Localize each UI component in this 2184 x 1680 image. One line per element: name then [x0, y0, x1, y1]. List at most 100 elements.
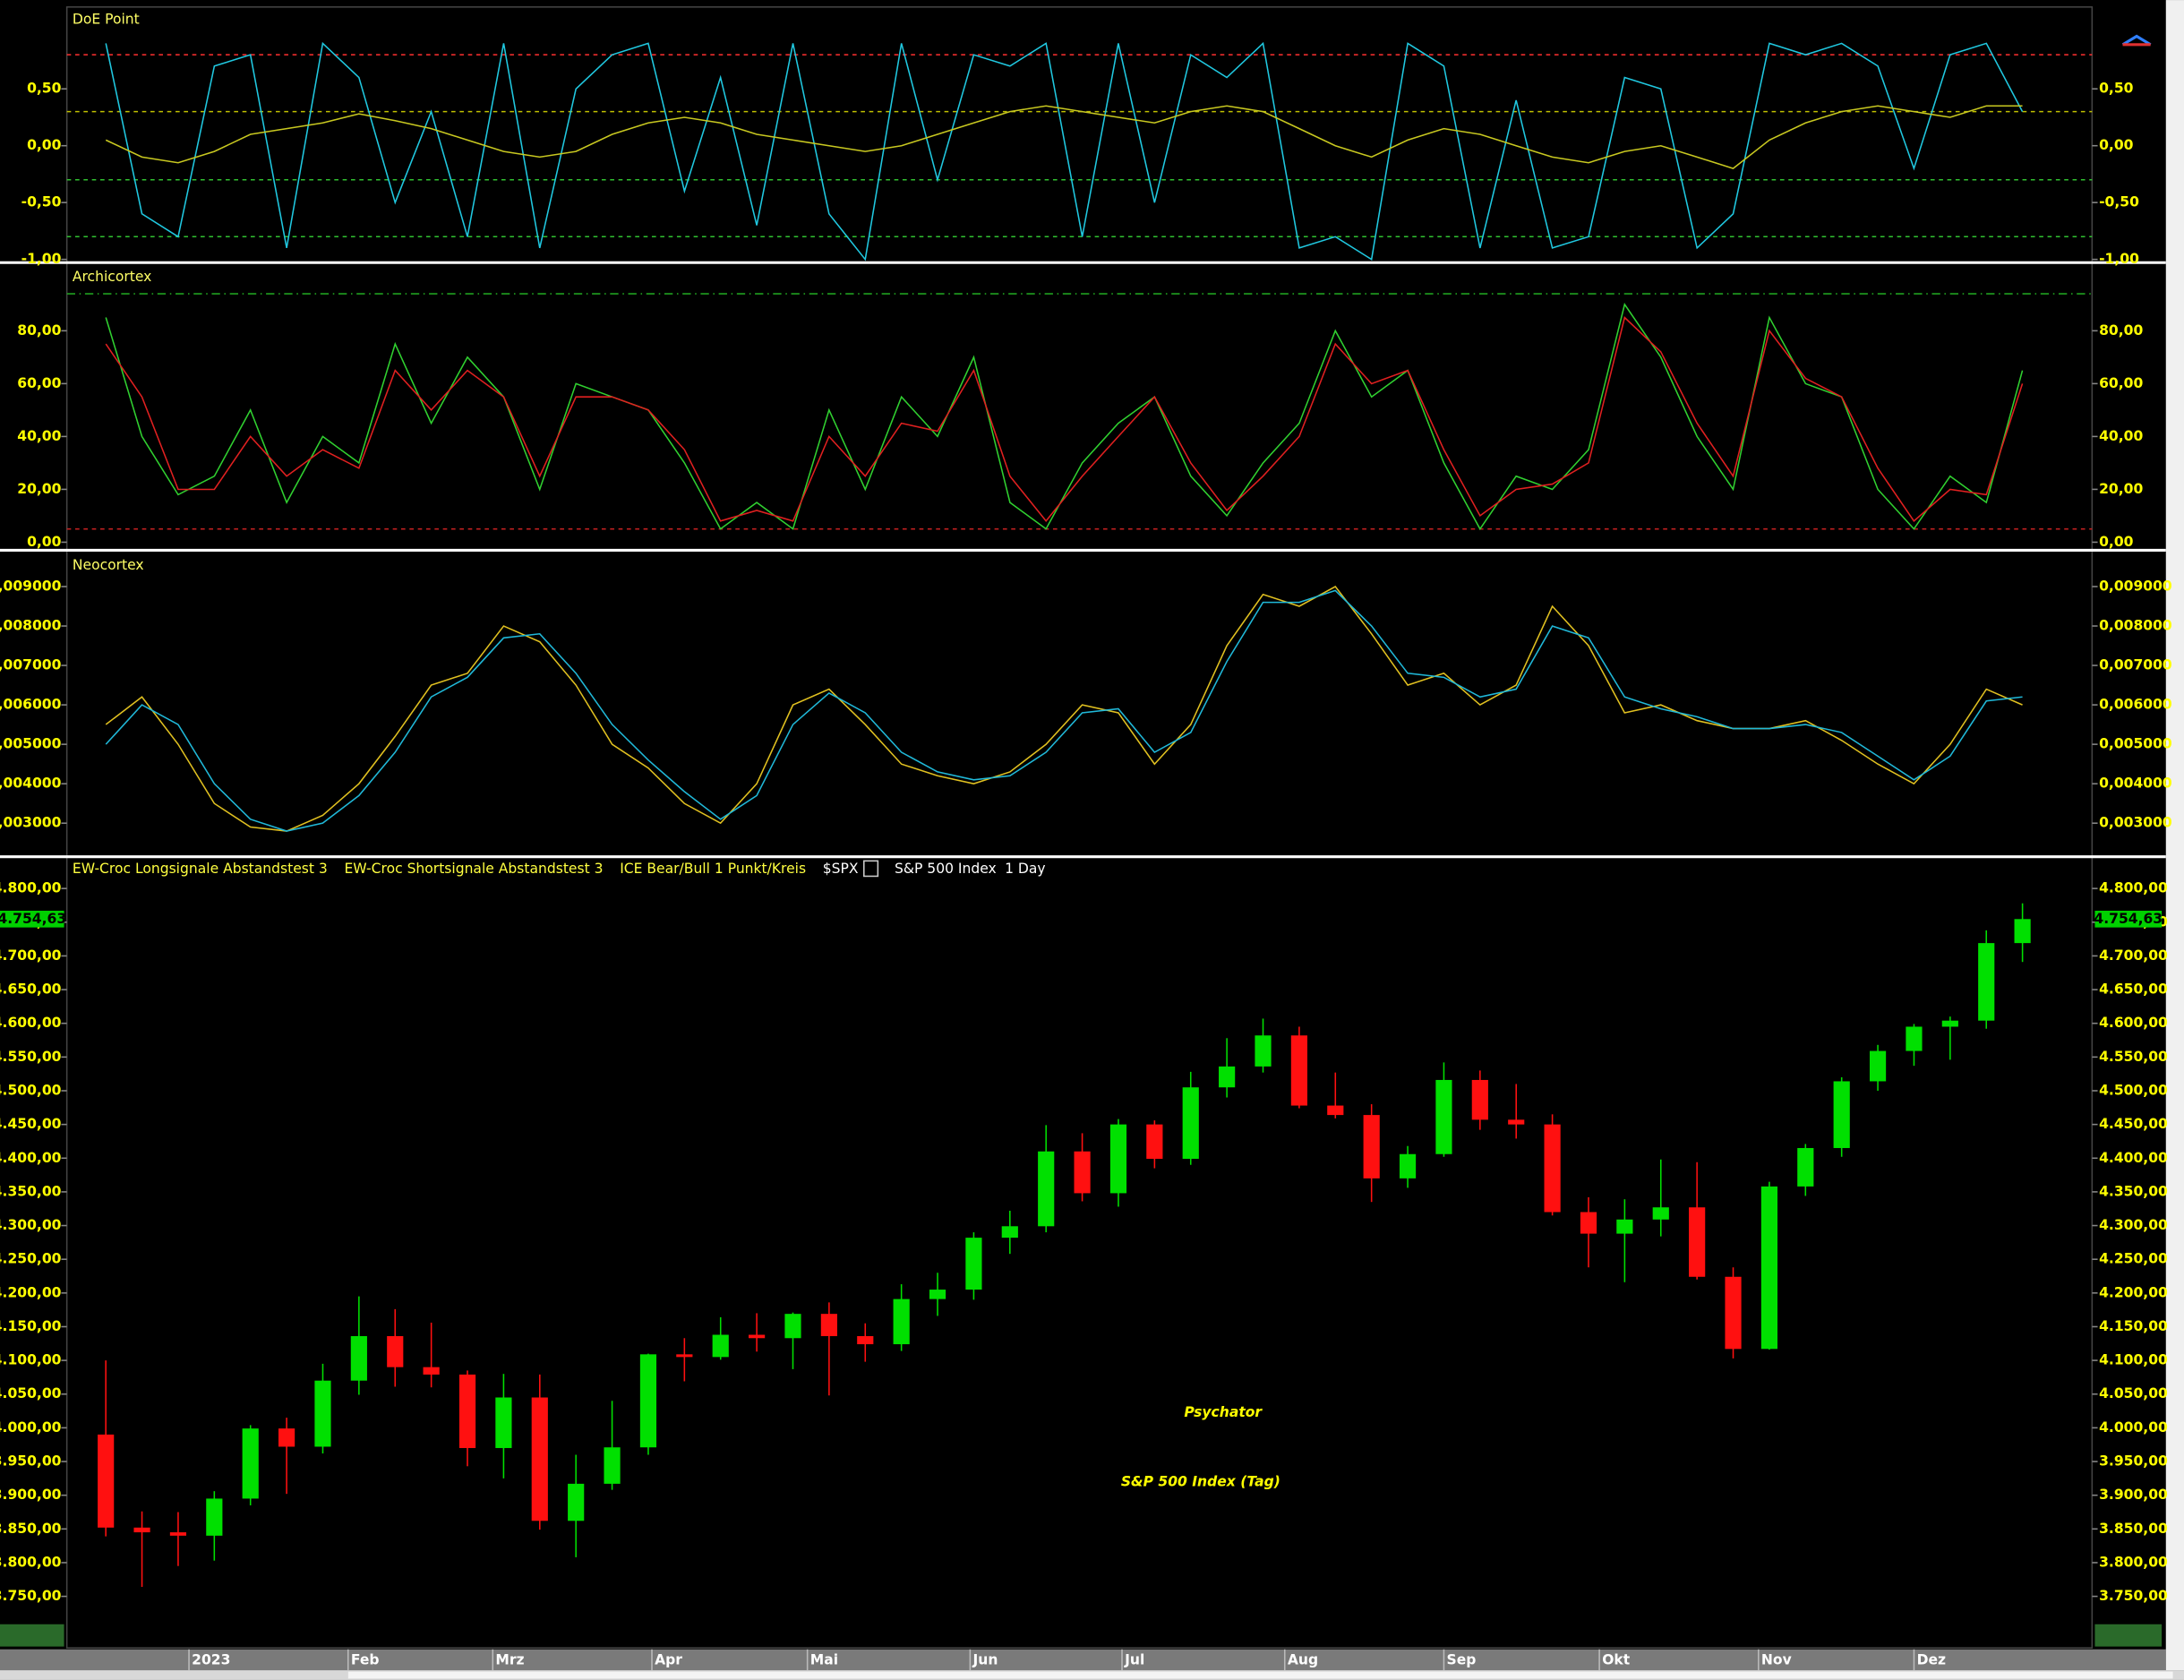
panel-title: DoE Point [73, 11, 140, 27]
candle-body [1038, 1151, 1055, 1227]
x-tick-label: 2023 [192, 1652, 230, 1668]
candle-body [1435, 1079, 1452, 1154]
y-tick-label: 80,00 [2099, 322, 2143, 339]
x-tick-label: Jun [972, 1652, 998, 1668]
y-tick-label: 4.800,00 [2099, 880, 2168, 896]
candle-body [1725, 1276, 1742, 1350]
candle-body [1833, 1081, 1850, 1148]
y-tick-label: 3.950,00 [0, 1453, 62, 1470]
y-tick-label: 4.800,00 [0, 880, 62, 896]
y-tick-label: 3.800,00 [2099, 1554, 2168, 1570]
candle-body [1146, 1124, 1163, 1160]
y-tick-label: 4.000,00 [0, 1419, 62, 1436]
candle-body [98, 1434, 115, 1528]
y-tick-label: 3.850,00 [0, 1521, 62, 1537]
candle-body [1689, 1207, 1706, 1277]
y-tick-label: 0,004000 [0, 776, 62, 792]
y-tick-label: 0,50 [27, 81, 62, 97]
y-tick-label: 0,00 [2099, 534, 2134, 550]
y-tick-label: 4.450,00 [2099, 1116, 2168, 1132]
last-price-badge [0, 910, 64, 928]
candle-body [531, 1397, 548, 1521]
candle-body [1109, 1124, 1127, 1194]
y-tick-label: 4.700,00 [2099, 947, 2168, 964]
last-price-badge [2094, 910, 2163, 928]
y-tick-label: 0,008000 [0, 618, 62, 634]
dropdown[interactable] [863, 860, 879, 878]
y-tick-label: 0,005000 [0, 736, 62, 752]
indicator-legend: ICE Bear/Bull 1 Punkt/Kreis [620, 861, 806, 877]
y-tick-label: 0,005000 [2099, 736, 2172, 752]
y-tick-label: 60,00 [2099, 375, 2143, 391]
y-tick-label: 3.900,00 [2099, 1487, 2168, 1503]
candle-body [1760, 1186, 1778, 1350]
symbol-info: 1 Day [1005, 861, 1046, 877]
icon-arrow[interactable] [2121, 34, 2152, 47]
last-price-label: 4.754,63 [0, 911, 66, 927]
y-tick-label: 20,00 [2099, 481, 2143, 497]
indicator-legend: EW-Croc Longsignale Abstandstest 3 [73, 861, 328, 877]
y-tick-label: 4.450,00 [0, 1116, 62, 1132]
candle-body [639, 1354, 657, 1448]
y-tick-label: 4.600,00 [0, 1015, 62, 1031]
y-tick-label: 4.150,00 [0, 1318, 62, 1334]
candle-body [568, 1483, 585, 1521]
candle-body [1219, 1066, 1236, 1088]
y-tick-label: 4.300,00 [2099, 1217, 2168, 1233]
y-tick-label: 0,006000 [0, 697, 62, 713]
nav-icon[interactable] [2121, 34, 2152, 47]
y-tick-label: 4.050,00 [0, 1385, 62, 1401]
x-tick-label: Aug [1288, 1652, 1318, 1668]
side-strip [2165, 0, 2184, 1671]
candle-body [929, 1290, 946, 1299]
last-price-label: 4.754,63 [2094, 911, 2163, 927]
y-tick-label: 0,008000 [2099, 618, 2172, 634]
indicator-line [105, 303, 2024, 531]
candle-body [495, 1397, 512, 1448]
x-tick-label: Jul [1124, 1652, 1144, 1668]
y-tick-label: 40,00 [2099, 428, 2143, 444]
candle-body [1797, 1147, 1814, 1187]
scrollbar-thumb[interactable] [347, 1671, 2173, 1679]
y-tick-label: 4.200,00 [0, 1284, 62, 1300]
indicator-line [105, 105, 2023, 169]
y-tick-label: 3.950,00 [2099, 1453, 2168, 1470]
candle-body [206, 1498, 223, 1536]
candle-body [1906, 1026, 1923, 1051]
indicator-line [105, 586, 2023, 832]
y-tick-label: 0,50 [2099, 81, 2134, 97]
y-tick-label: 4.700,00 [0, 947, 62, 964]
y-tick-label: 3.850,00 [2099, 1521, 2168, 1537]
candle-body [169, 1532, 187, 1536]
y-tick-label: 4.250,00 [2099, 1251, 2168, 1267]
y-tick-label: 4.350,00 [0, 1183, 62, 1199]
x-tick-label: Okt [1602, 1652, 1631, 1668]
y-tick-label: 4.100,00 [0, 1352, 62, 1368]
candle-body [1616, 1219, 1633, 1234]
y-tick-label: 4.400,00 [2099, 1150, 2168, 1166]
candle-body [1580, 1212, 1597, 1234]
y-tick-label: 0,009000 [2099, 578, 2172, 594]
y-tick-label: 4.150,00 [2099, 1318, 2168, 1334]
candle-body [1399, 1153, 1417, 1179]
y-tick-label: 4.550,00 [0, 1049, 62, 1065]
candle-body [1074, 1151, 1091, 1194]
candle-body [1544, 1124, 1561, 1213]
candle-body [1652, 1207, 1669, 1220]
candle-body [1363, 1115, 1380, 1179]
y-tick-label: 0,00 [27, 137, 62, 153]
indicator-legend: EW-Croc Shortsignale Abstandstest 3 [344, 861, 603, 877]
x-tick-label: Nov [1761, 1652, 1792, 1668]
y-tick-label: 4.000,00 [2099, 1419, 2168, 1436]
candle-body [676, 1354, 693, 1358]
y-tick-label: 4.200,00 [2099, 1284, 2168, 1300]
candle-body [1471, 1079, 1488, 1120]
candle-body [1941, 1020, 1958, 1027]
time-axis-strip [0, 1649, 2166, 1671]
x-tick-label: Mai [810, 1652, 838, 1668]
candle-body [387, 1336, 404, 1367]
candle-body [1869, 1050, 1887, 1082]
y-tick-label: 4.650,00 [0, 981, 62, 998]
y-tick-label: 4.350,00 [2099, 1183, 2168, 1199]
